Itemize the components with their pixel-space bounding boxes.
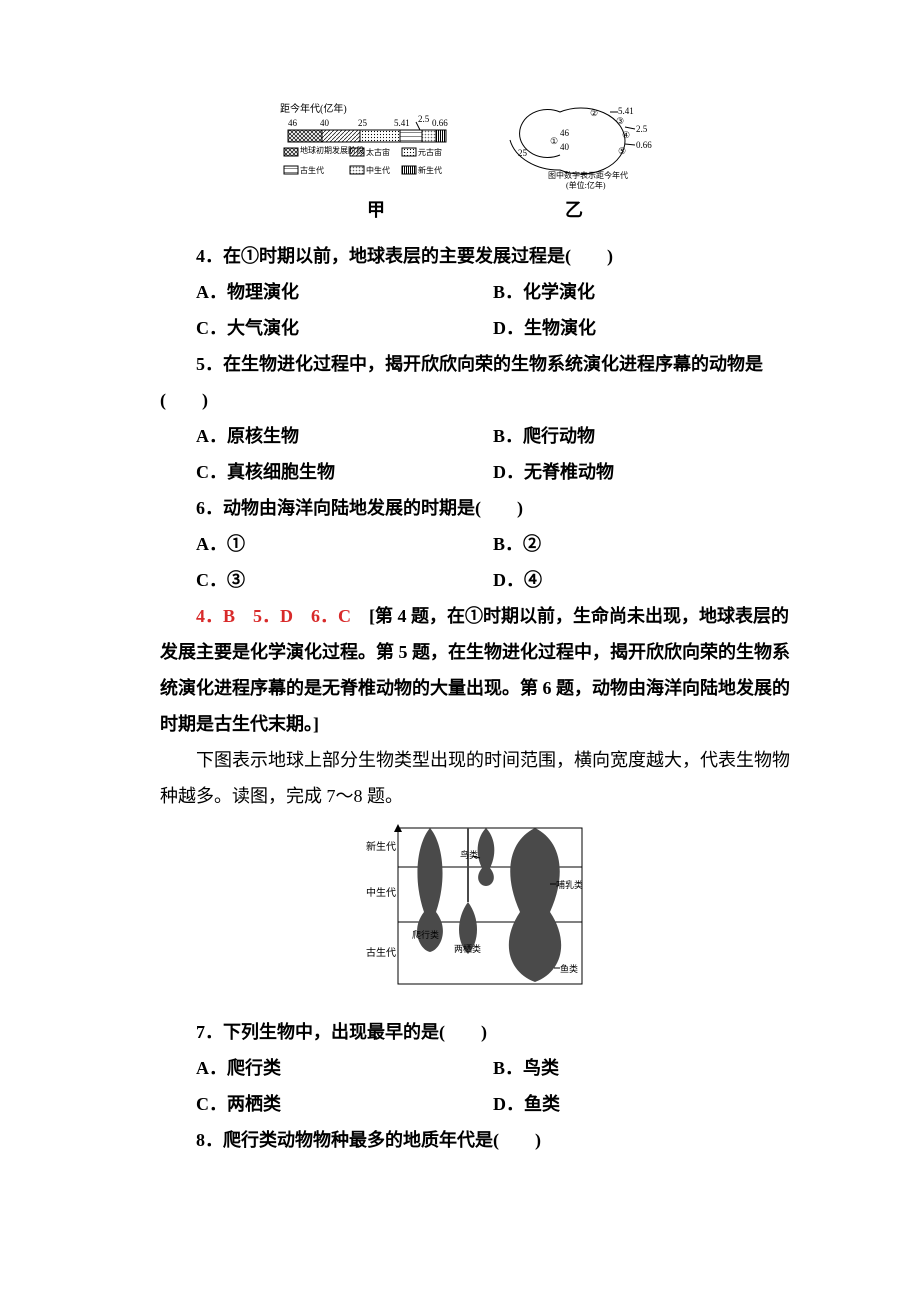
question-4-stem: 4．在①时期以前，地球表层的主要发展过程是( ): [160, 238, 790, 274]
figure-2: 新生代 中生代 古生代 爬行类 两栖类 鸟类 哺乳类 鱼类: [160, 822, 790, 1004]
svg-text:5.41: 5.41: [394, 118, 410, 128]
svg-text:鸟类: 鸟类: [460, 849, 478, 860]
q5-option-b: B．爬行动物: [493, 418, 790, 454]
q5-option-a: A．原核生物: [160, 418, 493, 454]
svg-text:鱼类: 鱼类: [560, 963, 578, 974]
figure-1: 距今年代(亿年) 46 40 25 5.41 2.5 0.66: [160, 100, 790, 228]
q5-option-c: C．真核细胞生物: [160, 454, 493, 490]
svg-text:中生代: 中生代: [366, 165, 390, 175]
svg-text:④: ④: [622, 130, 630, 140]
svg-text:(单位:亿年): (单位:亿年): [566, 180, 606, 190]
q7-option-c: C．两栖类: [160, 1086, 493, 1122]
figure-1-caption-left: 甲: [367, 192, 385, 228]
q7-option-b: B．鸟类: [493, 1050, 790, 1086]
q7-option-a: A．爬行类: [160, 1050, 493, 1086]
svg-text:古生代: 古生代: [300, 165, 324, 175]
svg-text:新生代: 新生代: [366, 840, 396, 853]
q4-option-c: C．大气演化: [160, 310, 493, 346]
q7-option-d: D．鱼类: [493, 1086, 790, 1122]
q4-option-a: A．物理演化: [160, 274, 493, 310]
q4-option-d: D．生物演化: [493, 310, 790, 346]
spiral-caption: 图中数字表示距今年代: [548, 170, 628, 180]
question-6-stem: 6．动物由海洋向陆地发展的时期是( ): [160, 490, 790, 526]
answer-block: 4．B 5．D 6．C [第 4 题，在①时期以前，生命尚未出现，地球表层的发展…: [160, 598, 790, 742]
svg-text:古生代: 古生代: [366, 946, 396, 959]
figure-1-caption-right: 乙: [565, 192, 583, 228]
q6-option-c: C．③: [160, 562, 493, 598]
timeline-bar-diagram: 距今年代(亿年) 46 40 25 5.41 2.5 0.66: [280, 100, 470, 190]
question-8-stem: 8．爬行类动物物种最多的地质年代是( ): [160, 1122, 790, 1158]
question-7-stem: 7．下列生物中，出现最早的是( ): [160, 1014, 790, 1050]
question-5-stem: 5．在生物进化过程中，揭开欣欣向荣的生物系统演化进程序幕的动物是( ): [160, 346, 790, 418]
q6-option-a: A．①: [160, 526, 493, 562]
svg-text:太古宙: 太古宙: [366, 147, 390, 157]
svg-text:中生代: 中生代: [366, 886, 396, 899]
intro-7-8: 下图表示地球上部分生物类型出现的时间范围，横向宽度越大，代表生物物种越多。读图，…: [160, 742, 790, 814]
timeline-top-label: 距今年代(亿年): [280, 102, 347, 115]
svg-text:25: 25: [518, 148, 528, 158]
svg-text:0.66: 0.66: [636, 140, 652, 150]
svg-text:⑤: ⑤: [618, 146, 626, 156]
svg-text:②: ②: [590, 108, 598, 118]
svg-text:2.5: 2.5: [636, 124, 648, 134]
q4-option-b: B．化学演化: [493, 274, 790, 310]
svg-text:元古宙: 元古宙: [418, 147, 442, 157]
answer-key: 4．B 5．D 6．C: [196, 606, 351, 626]
species-range-diagram: 新生代 中生代 古生代 爬行类 两栖类 鸟类 哺乳类 鱼类: [360, 822, 590, 992]
svg-text:新生代: 新生代: [418, 165, 442, 175]
spiral-diagram: 5.41 2.5 0.66 46 40 25 ① ② ③ ④ ⑤ 图中数字表示距…: [500, 100, 670, 190]
svg-text:46: 46: [560, 128, 570, 138]
svg-text:46: 46: [288, 118, 298, 128]
svg-text:2.5: 2.5: [418, 114, 430, 124]
svg-text:两栖类: 两栖类: [454, 943, 481, 954]
svg-text:①: ①: [550, 136, 558, 146]
svg-text:爬行类: 爬行类: [412, 929, 439, 940]
svg-text:40: 40: [320, 118, 330, 128]
svg-text:5.41: 5.41: [618, 106, 634, 116]
q5-option-d: D．无脊椎动物: [493, 454, 790, 490]
svg-text:40: 40: [560, 142, 570, 152]
svg-text:哺乳类: 哺乳类: [556, 879, 583, 890]
q6-option-d: D．④: [493, 562, 790, 598]
svg-text:③: ③: [616, 116, 624, 126]
svg-text:0.66: 0.66: [432, 118, 448, 128]
q6-option-b: B．②: [493, 526, 790, 562]
svg-text:25: 25: [358, 118, 368, 128]
